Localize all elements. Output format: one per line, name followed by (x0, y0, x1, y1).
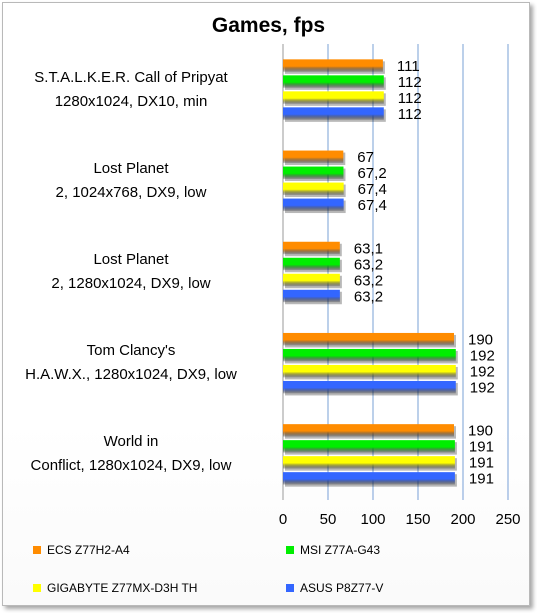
legend-item: MSI Z77A-G43 (286, 543, 380, 557)
x-tick-label: 50 (320, 511, 337, 528)
bar (283, 289, 340, 303)
bar (283, 91, 384, 104)
data-label: 67,4 (358, 197, 387, 214)
category-label: Lost Planet 2, 1280x1024, DX9, low (0, 248, 266, 296)
legend-item: ECS Z77H2-A4 (33, 543, 130, 557)
data-label: 63,2 (354, 272, 383, 289)
legend-swatch (286, 546, 294, 554)
data-label: 191 (469, 455, 494, 472)
bar (283, 424, 454, 437)
legend-swatch (286, 584, 294, 592)
legend-item: GIGABYTE Z77MX-D3H TH (33, 581, 197, 595)
data-label: 192 (470, 363, 495, 380)
data-label: 191 (469, 471, 494, 488)
legend-label: MSI Z77A-G43 (300, 543, 381, 557)
bar (283, 241, 340, 255)
data-label: 63,2 (354, 256, 383, 273)
data-label: 63,2 (354, 288, 383, 305)
category-label-line: Lost Planet (93, 159, 169, 177)
category-label-line: 2, 1280x1024, DX9, low (51, 275, 211, 292)
bar (283, 440, 455, 453)
category-label-line: 2, 1024x768, DX9, low (55, 183, 207, 201)
category-label-line: H.A.W.X., 1280x1024, DX9, low (25, 366, 237, 384)
legend-item: ASUS P8Z77-V (286, 581, 383, 595)
category-label: S.T.A.L.K.E.R. Call of Pripyat 1280x1024,… (0, 66, 266, 114)
bar (283, 472, 455, 485)
category-label: Lost Planet 2, 1024x768, DX9, low (0, 157, 266, 205)
bar (283, 364, 456, 378)
data-label: 191 (469, 439, 494, 456)
data-label: 192 (470, 347, 495, 364)
legend-label: GIGABYTE Z77MX-D3H TH (47, 581, 198, 595)
data-label: 190 (468, 423, 493, 440)
bar (283, 456, 455, 469)
bar (283, 166, 344, 180)
x-tick-label: 200 (450, 511, 475, 528)
category-label-line: Conflict, 1280x1024, DX9, low (30, 457, 232, 475)
category-label: World in Conflict, 1280x1024, DX9, low (0, 430, 266, 478)
x-tick-label: 250 (495, 511, 520, 528)
legend-swatch (33, 546, 41, 554)
category-label: Tom Clancy's H.A.W.X., 1280x1024, DX9, lo… (0, 339, 266, 387)
legend-label: ASUS P8Z77-V (300, 581, 384, 595)
bar (283, 257, 340, 271)
bar (283, 182, 344, 196)
legend-label: ECS Z77H2-A4 (47, 543, 130, 557)
bar (283, 273, 340, 287)
bar (283, 107, 384, 120)
chart-frame (2, 2, 530, 606)
bar (283, 75, 384, 88)
bar (283, 380, 456, 394)
x-tick-label: 0 (279, 511, 287, 528)
data-label: 67 (357, 149, 374, 166)
bar (283, 348, 456, 362)
category-label-line: S.T.A.L.K.E.R. Call of Pripyat (34, 68, 228, 86)
category-label-line: World in (103, 433, 159, 451)
bar (283, 198, 344, 212)
chart-title: Games, fps (211, 14, 326, 37)
data-label: 67,4 (358, 181, 387, 198)
x-tick-label: 100 (360, 511, 385, 528)
data-label: 190 (468, 331, 493, 348)
bar (283, 59, 383, 72)
data-label: 112 (398, 74, 422, 91)
data-label: 63,1 (354, 240, 383, 257)
bar (283, 150, 344, 164)
category-label-line: 1280x1024, DX10, min (54, 92, 208, 110)
category-label-line: Lost Planet (93, 251, 169, 268)
x-tick-label: 150 (405, 511, 430, 528)
data-label: 192 (470, 379, 495, 396)
category-label-line: Tom Clancy's (86, 342, 176, 360)
bar (283, 332, 454, 346)
data-label: 111 (397, 58, 420, 75)
data-label: 67,2 (357, 165, 386, 182)
data-label: 112 (398, 106, 422, 123)
data-label: 112 (398, 90, 422, 107)
legend-swatch (33, 584, 41, 592)
